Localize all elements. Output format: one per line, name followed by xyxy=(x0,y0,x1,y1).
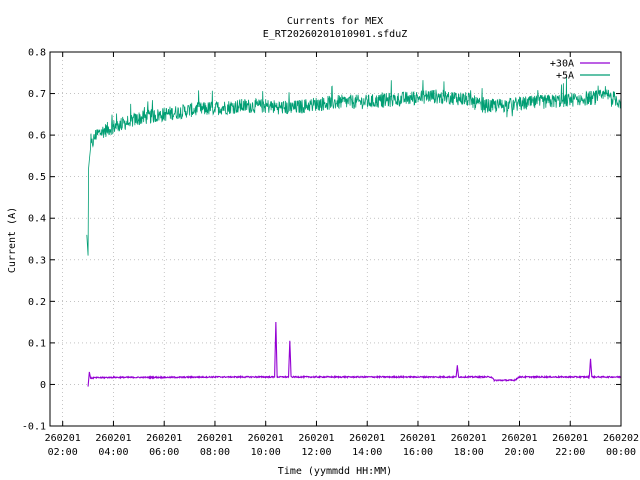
x-axis-label: Time (yymmdd HH:MM) xyxy=(278,466,392,477)
x-tick-label-date: 260201 xyxy=(146,433,182,444)
x-tick-label-date: 260201 xyxy=(501,433,537,444)
x-tick-label-time: 22:00 xyxy=(555,447,585,458)
legend-label: +30A xyxy=(550,59,574,70)
x-tick-label-date: 260201 xyxy=(248,433,284,444)
x-tick-label-time: 06:00 xyxy=(149,447,179,458)
x-tick-label-time: 20:00 xyxy=(504,447,534,458)
series-line-plus30a xyxy=(87,321,622,387)
y-tick-label: 0.5 xyxy=(28,172,46,183)
x-tick-label-time: 18:00 xyxy=(454,447,484,458)
y-tick-label: -0.1 xyxy=(22,422,46,433)
x-tick-label-time: 04:00 xyxy=(98,447,128,458)
y-tick-label: 0.6 xyxy=(28,131,46,142)
x-tick-label-time: 08:00 xyxy=(200,447,230,458)
x-tick-label-time: 16:00 xyxy=(403,447,433,458)
y-tick-label: 0.7 xyxy=(28,89,46,100)
x-tick-label-time: 10:00 xyxy=(251,447,281,458)
x-tick-label-date: 260201 xyxy=(95,433,131,444)
x-tick-label-date: 260201 xyxy=(451,433,487,444)
y-tick-label: 0.8 xyxy=(28,48,46,59)
y-tick-label: 0.1 xyxy=(28,338,46,349)
chart-title: Currents for MEX xyxy=(287,16,383,27)
x-tick-label-date: 260201 xyxy=(552,433,588,444)
x-axis-ticks: 260201 02:00 260201 04:00 260201 06:00 260201 0… xyxy=(45,52,639,458)
chart-subtitle: E_RT20260201010901.sfduZ xyxy=(263,29,408,40)
x-tick-label-date: 260201 xyxy=(400,433,436,444)
x-tick-label-date: 260201 xyxy=(45,433,81,444)
series-layer xyxy=(86,77,622,387)
x-tick-label-date: 260201 xyxy=(298,433,334,444)
y-tick-label: 0.4 xyxy=(28,214,46,225)
y-tick-label: 0 xyxy=(40,380,46,391)
x-tick-label-date: 260201 xyxy=(197,433,233,444)
y-tick-label: 0.3 xyxy=(28,255,46,266)
x-tick-label-date: 260202 xyxy=(603,433,639,444)
y-axis-label: Current (A) xyxy=(7,207,18,273)
x-tick-label-time: 00:00 xyxy=(606,447,636,458)
y-axis-ticks: -0.1 0 0.1 0.2 0.3 0.4 0.5 0.6 0.7 0.8 xyxy=(22,48,621,433)
x-tick-label-date: 260201 xyxy=(349,433,385,444)
y-tick-label: 0.2 xyxy=(28,297,46,308)
x-tick-label-time: 12:00 xyxy=(301,447,331,458)
x-tick-label-time: 14:00 xyxy=(352,447,382,458)
series-line-plus5a xyxy=(86,77,622,256)
legend-label: +5A xyxy=(556,71,574,82)
x-tick-label-time: 02:00 xyxy=(48,447,78,458)
plot-frame xyxy=(49,51,622,427)
legend: +30A+5A xyxy=(550,59,610,82)
